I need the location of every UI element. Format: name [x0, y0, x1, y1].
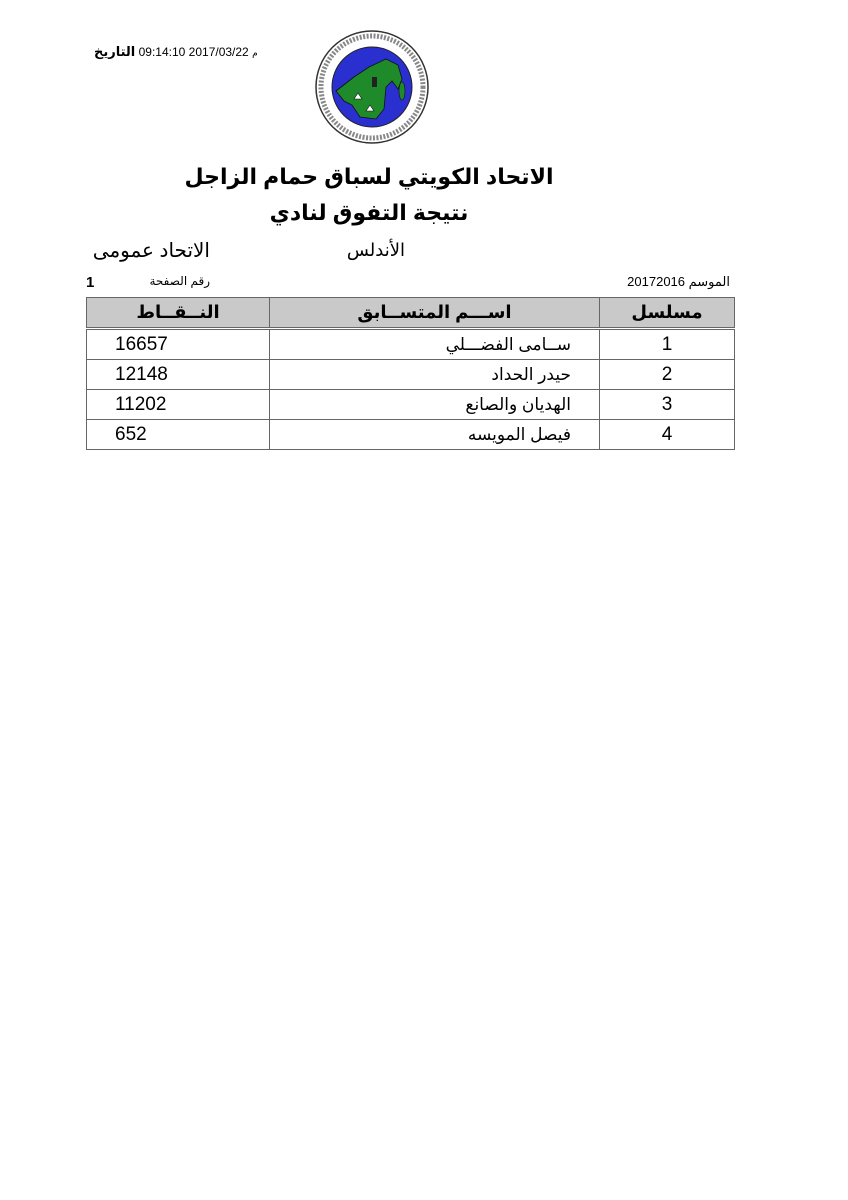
table-row: 3 الهديان والصانع 11202 [86, 389, 735, 420]
cell-name: فيصل المويسه [269, 419, 600, 450]
page-title: الاتحاد الكويتي لسباق حمام الزاجل [184, 164, 554, 189]
results-table: مسلسل اســـم المتســابق النــقــاط 1 ســا… [86, 297, 735, 450]
cell-points: 12148 [86, 359, 270, 390]
season-label: الموسم [688, 274, 730, 289]
page-number-value: 1 [86, 274, 95, 291]
cell-name: حيدر الحداد [269, 359, 600, 390]
cell-serial: 3 [599, 389, 735, 420]
federation-logo [315, 30, 429, 144]
club-name: الأندلس [346, 240, 405, 260]
cell-serial: 1 [599, 328, 735, 360]
page-subtitle: نتيجة التفوق لنادي [269, 200, 469, 225]
cell-points: 11202 [86, 389, 270, 420]
col-points-header: النــقــاط [86, 297, 270, 330]
season-value: 20172016 [627, 274, 686, 289]
table-row: 1 ســامى الفضـــلي 16657 [86, 328, 735, 360]
table-row: 4 فيصل المويسه 652 [86, 419, 735, 450]
page-number: 1 رقم الصفحة [86, 274, 210, 291]
col-serial-header: مسلسل [599, 297, 735, 330]
print-date: م 2017/03/22 09:14:10 التاريخ [80, 44, 258, 60]
date-suffix: م [252, 48, 258, 58]
table-row: 2 حيدر الحداد 12148 [86, 359, 735, 390]
season: الموسم 20172016 [627, 274, 730, 290]
col-name-header: اســـم المتســابق [269, 297, 600, 330]
cell-serial: 4 [599, 419, 735, 450]
cell-points: 652 [86, 419, 270, 450]
cell-name: ســامى الفضـــلي [269, 328, 600, 360]
page-number-label: رقم الصفحة [149, 274, 211, 288]
date-label: التاريخ [94, 44, 136, 59]
category-name: الاتحاد عمومى [92, 240, 210, 262]
date-value: 2017/03/22 09:14:10 [138, 45, 249, 59]
cell-name: الهديان والصانع [269, 389, 600, 420]
cell-serial: 2 [599, 359, 735, 390]
table-header-row: مسلسل اســـم المتســابق النــقــاط [86, 297, 735, 330]
cell-points: 16657 [86, 328, 270, 360]
